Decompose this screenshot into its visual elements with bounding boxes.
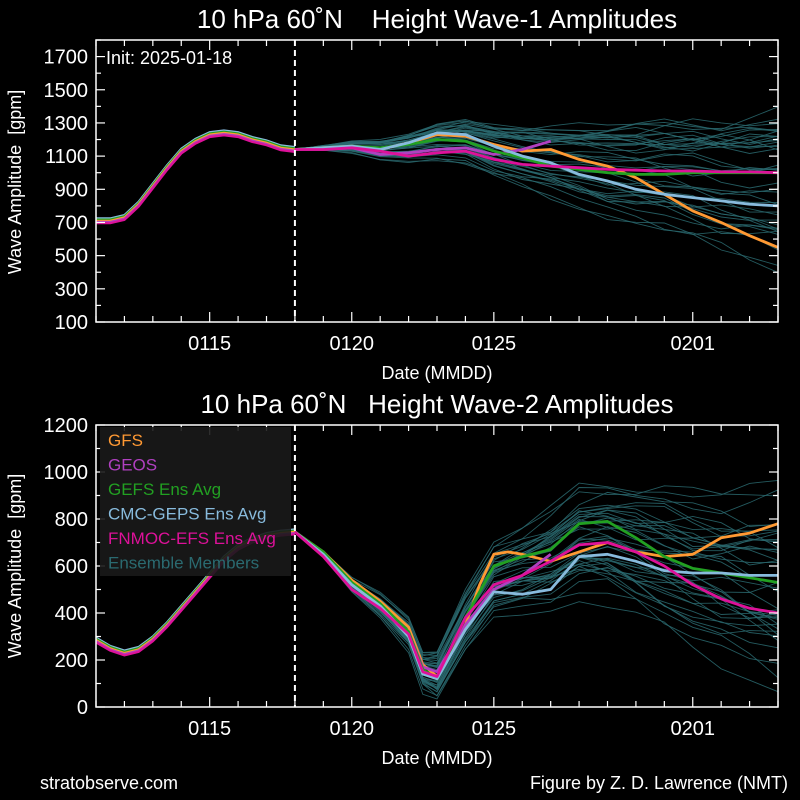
wave2-series — [293, 520, 779, 681]
wave1-xlabel: Date (MMDD) — [382, 363, 493, 383]
x-tick-label: 0201 — [671, 718, 716, 740]
series-line-cmc-geps-ens-avg — [294, 530, 778, 681]
legend-entry: Ensemble Members — [108, 554, 259, 573]
ensemble-member-line — [294, 136, 779, 174]
ensemble-member-line — [294, 531, 779, 700]
y-tick-label: 1100 — [45, 146, 88, 168]
history-line — [96, 134, 296, 225]
y-tick-label: 900 — [55, 179, 88, 201]
legend-entry: GEOS — [108, 456, 157, 475]
y-tick-label: 500 — [55, 246, 88, 268]
x-tick-label: 0115 — [188, 718, 231, 740]
ensemble-member-line — [294, 149, 779, 251]
wave2-x-axis: 0115 0120 0125 0201 — [95, 425, 779, 740]
wave1-annotation: Init: 2025-01-18 — [106, 48, 232, 68]
wave2-xlabel: Date (MMDD) — [382, 748, 493, 768]
x-tick-label: 0125 — [472, 718, 517, 740]
y-tick-label: 1000 — [44, 462, 89, 484]
y-tick-label: 700 — [55, 212, 88, 234]
series-line-gfs — [294, 522, 779, 678]
x-tick-label: 0201 — [671, 333, 716, 355]
wave1-y-axis: 100 300 500 700 900 1100 1300 1500 1700 — [44, 39, 778, 334]
series-line-gefs-ens-avg — [294, 520, 779, 681]
legend-entry: CMC-GEPS Ens Avg — [108, 505, 266, 524]
ensemble-member-line — [294, 118, 779, 150]
y-tick-label: 0 — [77, 697, 88, 719]
y-tick-label: 100 — [55, 312, 88, 334]
y-tick-label: 600 — [55, 556, 88, 578]
ensemble-member-line — [294, 531, 779, 697]
x-tick-label: 0120 — [330, 718, 375, 740]
ensemble-member-line — [294, 149, 779, 266]
y-tick-label: 1200 — [44, 415, 89, 437]
series-line-gefs-ens-avg — [294, 138, 778, 176]
ensemble-member-line — [294, 531, 779, 690]
wave1-x-axis: 0115 0120 0125 0201 — [95, 40, 779, 355]
x-tick-label: 0125 — [472, 333, 517, 355]
wave1-ylabel: Wave Amplitude [gpm] — [5, 90, 25, 274]
wave2-title: 10 hPa 60˚N Height Wave-2 Amplitudes — [200, 389, 673, 419]
y-tick-label: 1700 — [44, 47, 89, 69]
series-line-cmc-geps-ens-avg — [294, 131, 779, 208]
footer-credit: Figure by Z. D. Lawrence (NMT) — [529, 773, 788, 793]
ensemble-member-line — [294, 479, 779, 653]
ensemble-member-line — [294, 106, 779, 150]
wave2-y-axis: 0 200 400 600 800 1000 1200 — [44, 415, 778, 719]
wave1-title: 10 hPa 60˚N Height Wave-1 Amplitudes — [197, 4, 677, 34]
y-tick-label: 200 — [55, 650, 88, 672]
series-line-fnmoc-efs-ens-avg — [294, 146, 779, 175]
wave2-legend: GFS GEOS GEFS Ens Avg CMC-GEPS Ens Avg FNMOC… — [100, 427, 291, 576]
legend-entry: GEFS Ens Avg — [108, 480, 221, 499]
x-tick-label: 0120 — [330, 333, 375, 355]
y-tick-label: 300 — [55, 279, 88, 301]
footer-site: stratobserve.com — [40, 773, 179, 793]
legend-entry: FNMOC-EFS Ens Avg — [108, 529, 276, 548]
wave1-panel: 10 hPa 60˚N Height Wave-1 Amplitudes 100… — [5, 4, 779, 383]
ensemble-member-line — [294, 130, 779, 152]
wave1-series — [294, 131, 779, 249]
y-tick-label: 1500 — [44, 80, 89, 102]
y-tick-label: 400 — [55, 603, 88, 625]
wave1-history — [96, 129, 296, 225]
series-line-fnmoc-efs-ens-avg — [293, 530, 779, 678]
ensemble-member-line — [294, 126, 779, 154]
legend-entry: GFS — [108, 431, 143, 450]
ensemble-member-line — [294, 504, 779, 660]
wave2-ylabel: Wave Amplitude [gpm] — [5, 474, 25, 658]
ensemble-member-line — [294, 118, 779, 150]
legend-box — [100, 427, 291, 576]
y-tick-label: 800 — [55, 509, 88, 531]
wave2-panel: 10 hPa 60˚N Height Wave-2 Amplitudes 020… — [5, 389, 779, 768]
ensemble-member-line — [294, 148, 779, 235]
y-tick-label: 1300 — [44, 113, 89, 135]
x-tick-label: 0115 — [188, 333, 231, 355]
